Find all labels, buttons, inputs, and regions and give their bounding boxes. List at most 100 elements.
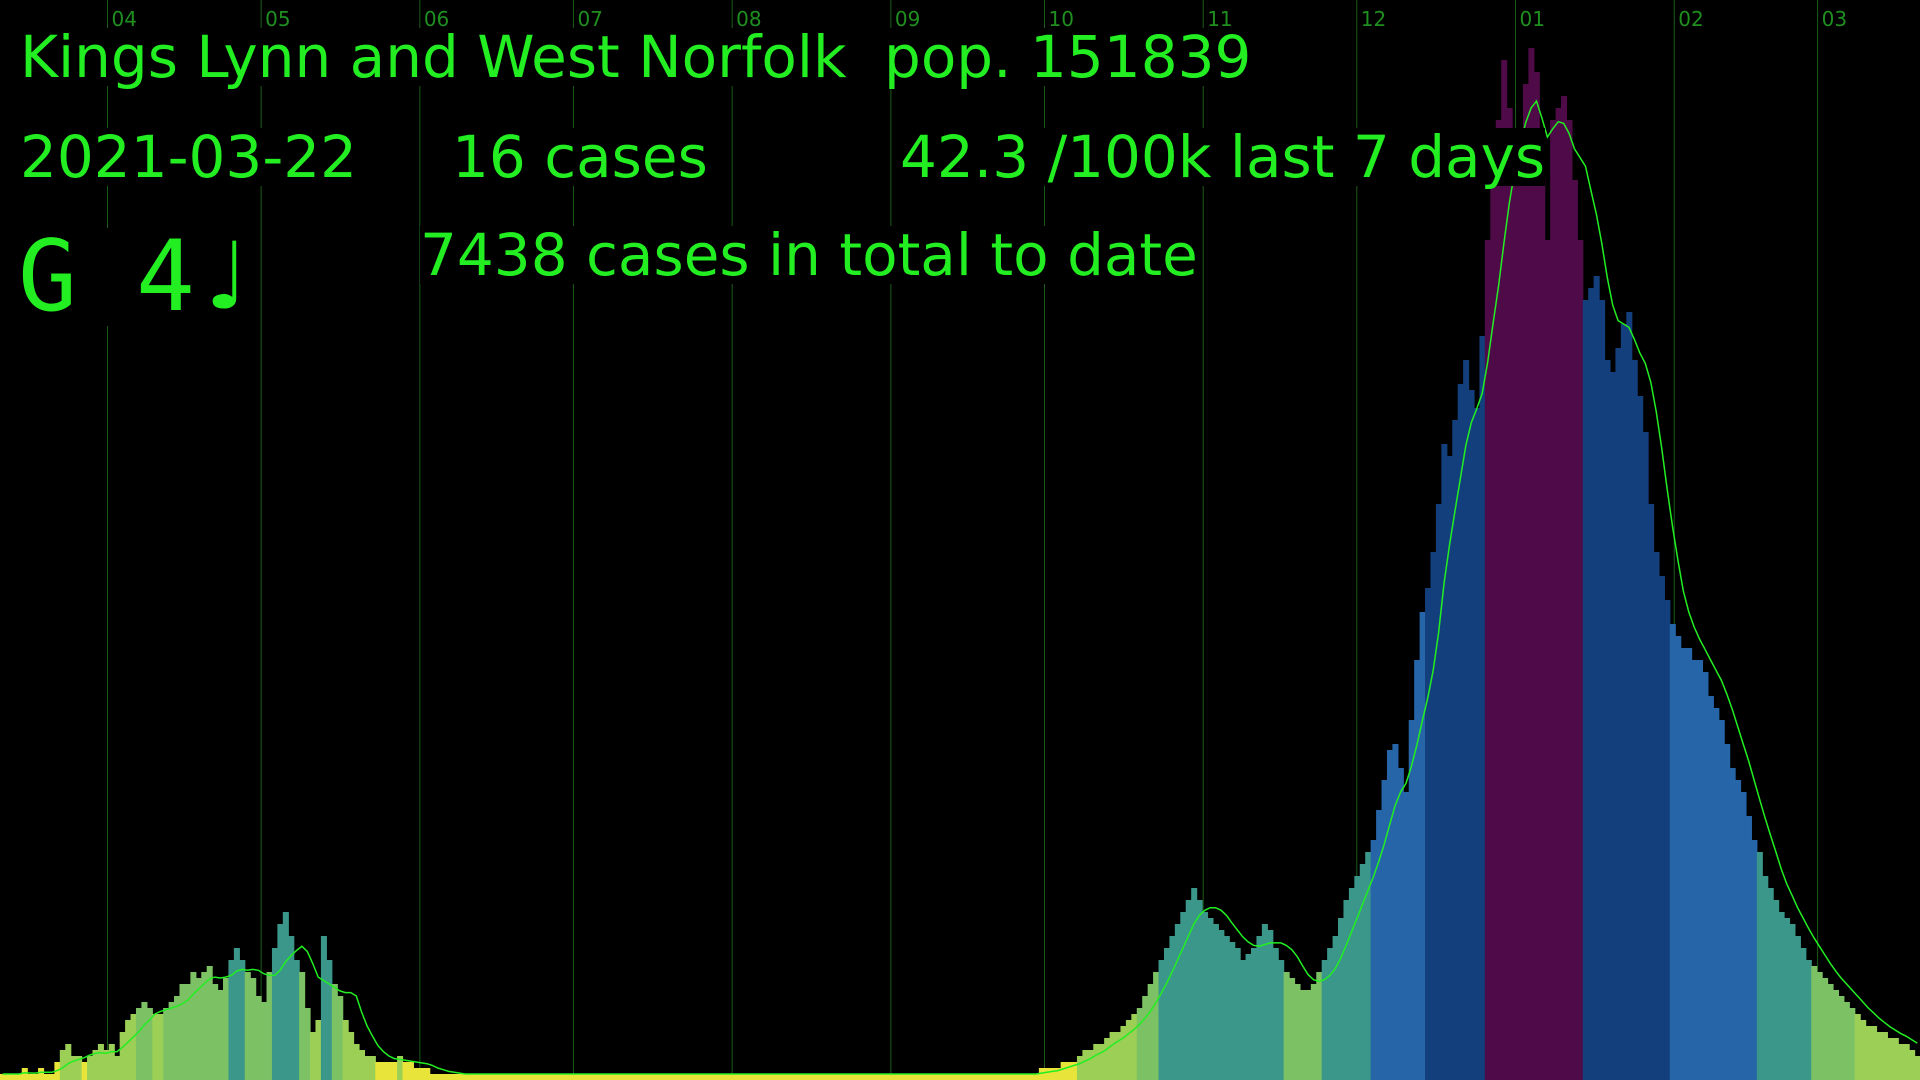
case-bar [1805, 960, 1812, 1080]
case-bar [1468, 390, 1475, 1080]
x-tick-label: 10 [1048, 7, 1073, 31]
case-bar [1006, 1074, 1013, 1080]
case-bar [1680, 648, 1687, 1080]
case-bar [266, 972, 273, 1080]
case-bar [1272, 948, 1279, 1080]
case-bar [1022, 1074, 1029, 1080]
case-bar [43, 1074, 50, 1080]
case-bar [717, 1074, 724, 1080]
x-tick-label: 11 [1207, 7, 1232, 31]
case-bar [1104, 1038, 1111, 1080]
case-bar [1871, 1026, 1878, 1080]
case-bar [1316, 972, 1323, 1080]
case-bar [908, 1074, 915, 1080]
case-bar [625, 1074, 632, 1080]
case-bar [1686, 648, 1693, 1080]
x-tick-label: 07 [577, 7, 602, 31]
case-bar [429, 1074, 436, 1080]
case-bar [1740, 792, 1747, 1080]
x-tick-label: 01 [1520, 7, 1545, 31]
case-bar [190, 972, 197, 1080]
case-bar [826, 1074, 833, 1080]
case-bar [1571, 180, 1578, 1080]
case-bar [565, 1074, 572, 1080]
case-bar [560, 1074, 567, 1080]
case-bar [271, 948, 278, 1080]
case-bar [1637, 396, 1644, 1080]
case-bar [1800, 948, 1807, 1080]
case-bar [636, 1074, 643, 1080]
case-bar [641, 1074, 648, 1080]
case-bar [1338, 918, 1345, 1080]
case-bar [1892, 1038, 1899, 1080]
case-bar [1903, 1044, 1910, 1080]
case-bar [1463, 360, 1470, 1080]
case-bar [310, 1032, 317, 1080]
case-bar [794, 1074, 801, 1080]
case-bar [65, 1044, 72, 1080]
case-bar [1435, 504, 1442, 1080]
case-bar [728, 1074, 735, 1080]
case-bar [1648, 504, 1655, 1080]
case-bar [620, 1074, 627, 1080]
case-bar [446, 1074, 453, 1080]
daily-cases-label: 16 cases [452, 123, 708, 191]
case-bar [1343, 900, 1350, 1080]
case-bar [87, 1056, 94, 1080]
case-bar [951, 1074, 958, 1080]
case-bar [1849, 1008, 1856, 1080]
case-bar [1495, 120, 1502, 1080]
case-bar [130, 1014, 137, 1080]
case-bar [756, 1074, 763, 1080]
case-bar [1120, 1026, 1127, 1080]
case-bar [527, 1074, 534, 1080]
case-bar [1131, 1014, 1138, 1080]
case-bar [184, 984, 191, 1080]
case-bar [1707, 696, 1714, 1080]
case-bar [174, 996, 181, 1080]
case-bar [1909, 1050, 1916, 1080]
case-bar [1664, 600, 1671, 1080]
case-bar [995, 1074, 1002, 1080]
case-bar [353, 1044, 360, 1080]
case-bar [1620, 324, 1627, 1080]
case-bar [549, 1074, 556, 1080]
case-bar [723, 1074, 730, 1080]
case-bar [168, 1002, 175, 1080]
case-bar [1745, 816, 1752, 1080]
case-bar [1153, 972, 1160, 1080]
case-bar [358, 1050, 366, 1080]
case-bar [21, 1068, 28, 1080]
case-bar [1642, 432, 1649, 1080]
case-bar [1860, 1020, 1867, 1080]
case-bar [832, 1074, 839, 1080]
population-label: pop. 151839 [884, 23, 1252, 91]
x-tick-label: 12 [1361, 7, 1386, 31]
case-bar [1756, 852, 1763, 1080]
case-bar [239, 960, 246, 1080]
case-bar [288, 936, 295, 1080]
case-bar [1245, 954, 1252, 1080]
case-bar [1348, 888, 1355, 1080]
case-bar [1082, 1050, 1089, 1080]
case-bar [614, 1074, 621, 1080]
case-bar [1267, 930, 1274, 1080]
case-bar [1370, 840, 1377, 1080]
case-bar [467, 1074, 474, 1080]
case-bar [1408, 720, 1415, 1080]
case-bar [70, 1056, 77, 1080]
case-bar [1832, 990, 1840, 1080]
case-bar [712, 1074, 719, 1080]
case-bar [685, 1074, 692, 1080]
case-bar [581, 1074, 589, 1080]
case-bar [1027, 1074, 1035, 1080]
case-bar [1881, 1032, 1888, 1080]
case-bar [658, 1074, 665, 1080]
case-bar [282, 912, 289, 1080]
case-bar [119, 1032, 126, 1080]
case-bar [679, 1074, 686, 1080]
case-bar [1751, 840, 1758, 1080]
case-bar [5, 1074, 12, 1080]
case-bar [402, 1062, 409, 1080]
case-bar [1517, 156, 1524, 1080]
